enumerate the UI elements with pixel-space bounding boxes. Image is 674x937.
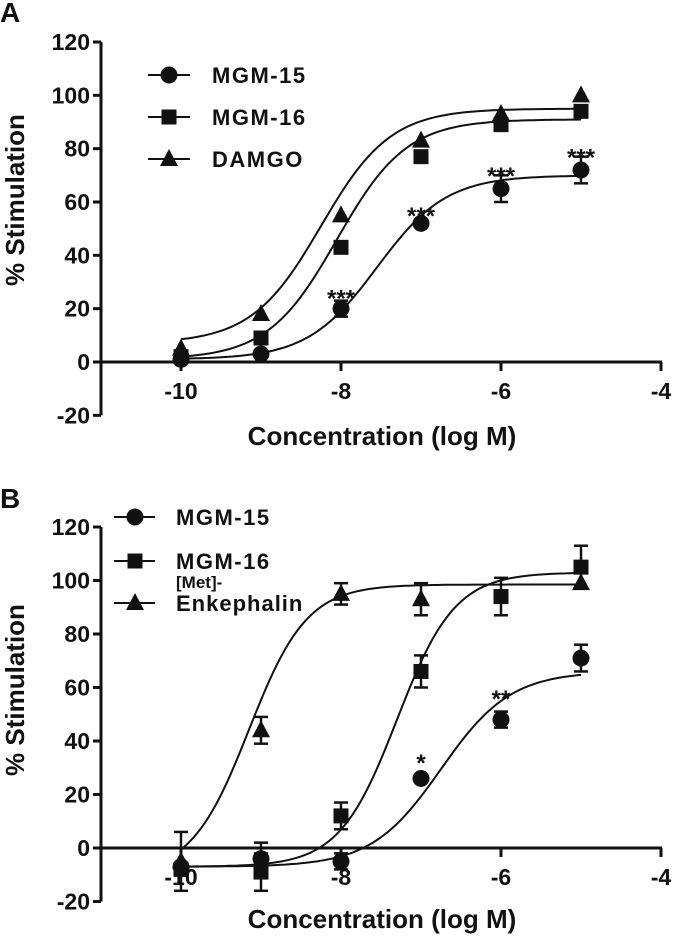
y-tick-label: 100	[52, 568, 90, 594]
data-point	[573, 103, 589, 119]
significance-annotation: ***	[327, 286, 356, 313]
x-tick-label: -10	[164, 378, 197, 404]
data-point	[572, 85, 590, 103]
series--met-enkephalin	[172, 573, 590, 893]
y-tick-label: -20	[57, 402, 90, 428]
y-tick-label: 60	[64, 675, 90, 701]
data-point	[332, 205, 350, 223]
x-tick-label: -6	[491, 378, 511, 404]
data-point	[573, 559, 589, 575]
fit-curve	[180, 107, 581, 341]
data-point	[332, 852, 350, 870]
legend-marker-square	[161, 109, 177, 125]
y-tick-label: 20	[64, 782, 90, 808]
series-damgo	[172, 85, 590, 356]
x-tick-label: -8	[331, 378, 352, 404]
fit-curve	[180, 572, 582, 868]
legend-marker-square	[127, 553, 143, 569]
y-tick-label: 80	[64, 621, 90, 647]
legend-label: MGM-15	[176, 505, 271, 530]
fit-curve	[180, 174, 581, 360]
y-tick-label: 40	[64, 728, 90, 754]
data-point	[172, 851, 190, 869]
y-tick-label: 80	[64, 136, 90, 162]
y-tick-label: 20	[64, 296, 90, 322]
x-tick-label: -6	[491, 864, 511, 890]
legend-marker-circle	[126, 508, 144, 526]
data-point	[412, 589, 430, 607]
panel-a: A -20 0 20 40 60 80 100 120 -10 -8 -6 -4 Concentratio…	[0, 0, 671, 451]
significance-annotation: ***	[487, 163, 516, 190]
data-point	[172, 338, 190, 356]
data-point	[492, 104, 510, 121]
data-point	[252, 345, 270, 363]
significance-annotation: **	[492, 686, 511, 713]
y-tick-label: 100	[52, 82, 90, 108]
data-point	[492, 180, 510, 198]
legend-label: MGM-16	[212, 105, 307, 130]
y-axis-title: % Stimulation	[0, 114, 30, 286]
y-tick-label: 120	[52, 29, 90, 55]
data-point	[332, 300, 350, 318]
fit-curve	[180, 583, 581, 851]
y-tick-label: 40	[64, 242, 90, 268]
data-point	[413, 149, 429, 165]
significance-annotation: *	[416, 750, 426, 777]
data-point	[253, 864, 269, 880]
data-point	[332, 583, 350, 601]
data-point	[572, 161, 590, 179]
data-point	[253, 330, 269, 346]
fit-curve	[181, 673, 582, 868]
y-tick-label: 0	[77, 835, 90, 861]
data-point	[572, 649, 590, 667]
data-point	[252, 304, 270, 321]
data-point	[412, 130, 430, 148]
data-point	[333, 808, 349, 824]
panel-label: A	[0, 0, 20, 28]
fit-curve	[180, 118, 582, 358]
y-tick-label: 120	[52, 514, 90, 540]
significance-annotation: ***	[407, 203, 436, 230]
x-axis-title: Concentration (log M)	[248, 904, 517, 934]
data-point	[413, 663, 429, 679]
series-mgm-15	[172, 155, 590, 368]
legend-label: DAMGO	[212, 147, 304, 172]
data-point	[333, 239, 349, 255]
x-tick-label: -4	[651, 378, 672, 404]
legend-label: [Met]-	[176, 573, 222, 592]
significance-annotation: ***	[567, 144, 596, 171]
legend-marker-triangle	[160, 149, 178, 166]
legend-marker-triangle	[126, 593, 144, 610]
x-axis-title: Concentration (log M)	[248, 421, 517, 451]
data-point	[572, 573, 590, 591]
legend-label: MGM-16	[176, 549, 271, 574]
data-point	[412, 214, 430, 232]
data-point	[493, 589, 509, 605]
data-point	[252, 720, 270, 738]
y-axis-title: % Stimulation	[0, 604, 30, 776]
y-tick-label: 60	[64, 189, 90, 215]
x-tick-label: -4	[651, 864, 672, 890]
legend-label: Enkephalin	[176, 591, 303, 616]
y-tick-label: -20	[57, 889, 90, 915]
legend-marker-circle	[160, 66, 178, 84]
y-tick-label: 0	[77, 349, 90, 375]
legend-label: MGM-15	[212, 63, 307, 88]
panel-label: B	[0, 483, 20, 514]
data-point	[412, 769, 430, 787]
data-point	[492, 711, 510, 729]
